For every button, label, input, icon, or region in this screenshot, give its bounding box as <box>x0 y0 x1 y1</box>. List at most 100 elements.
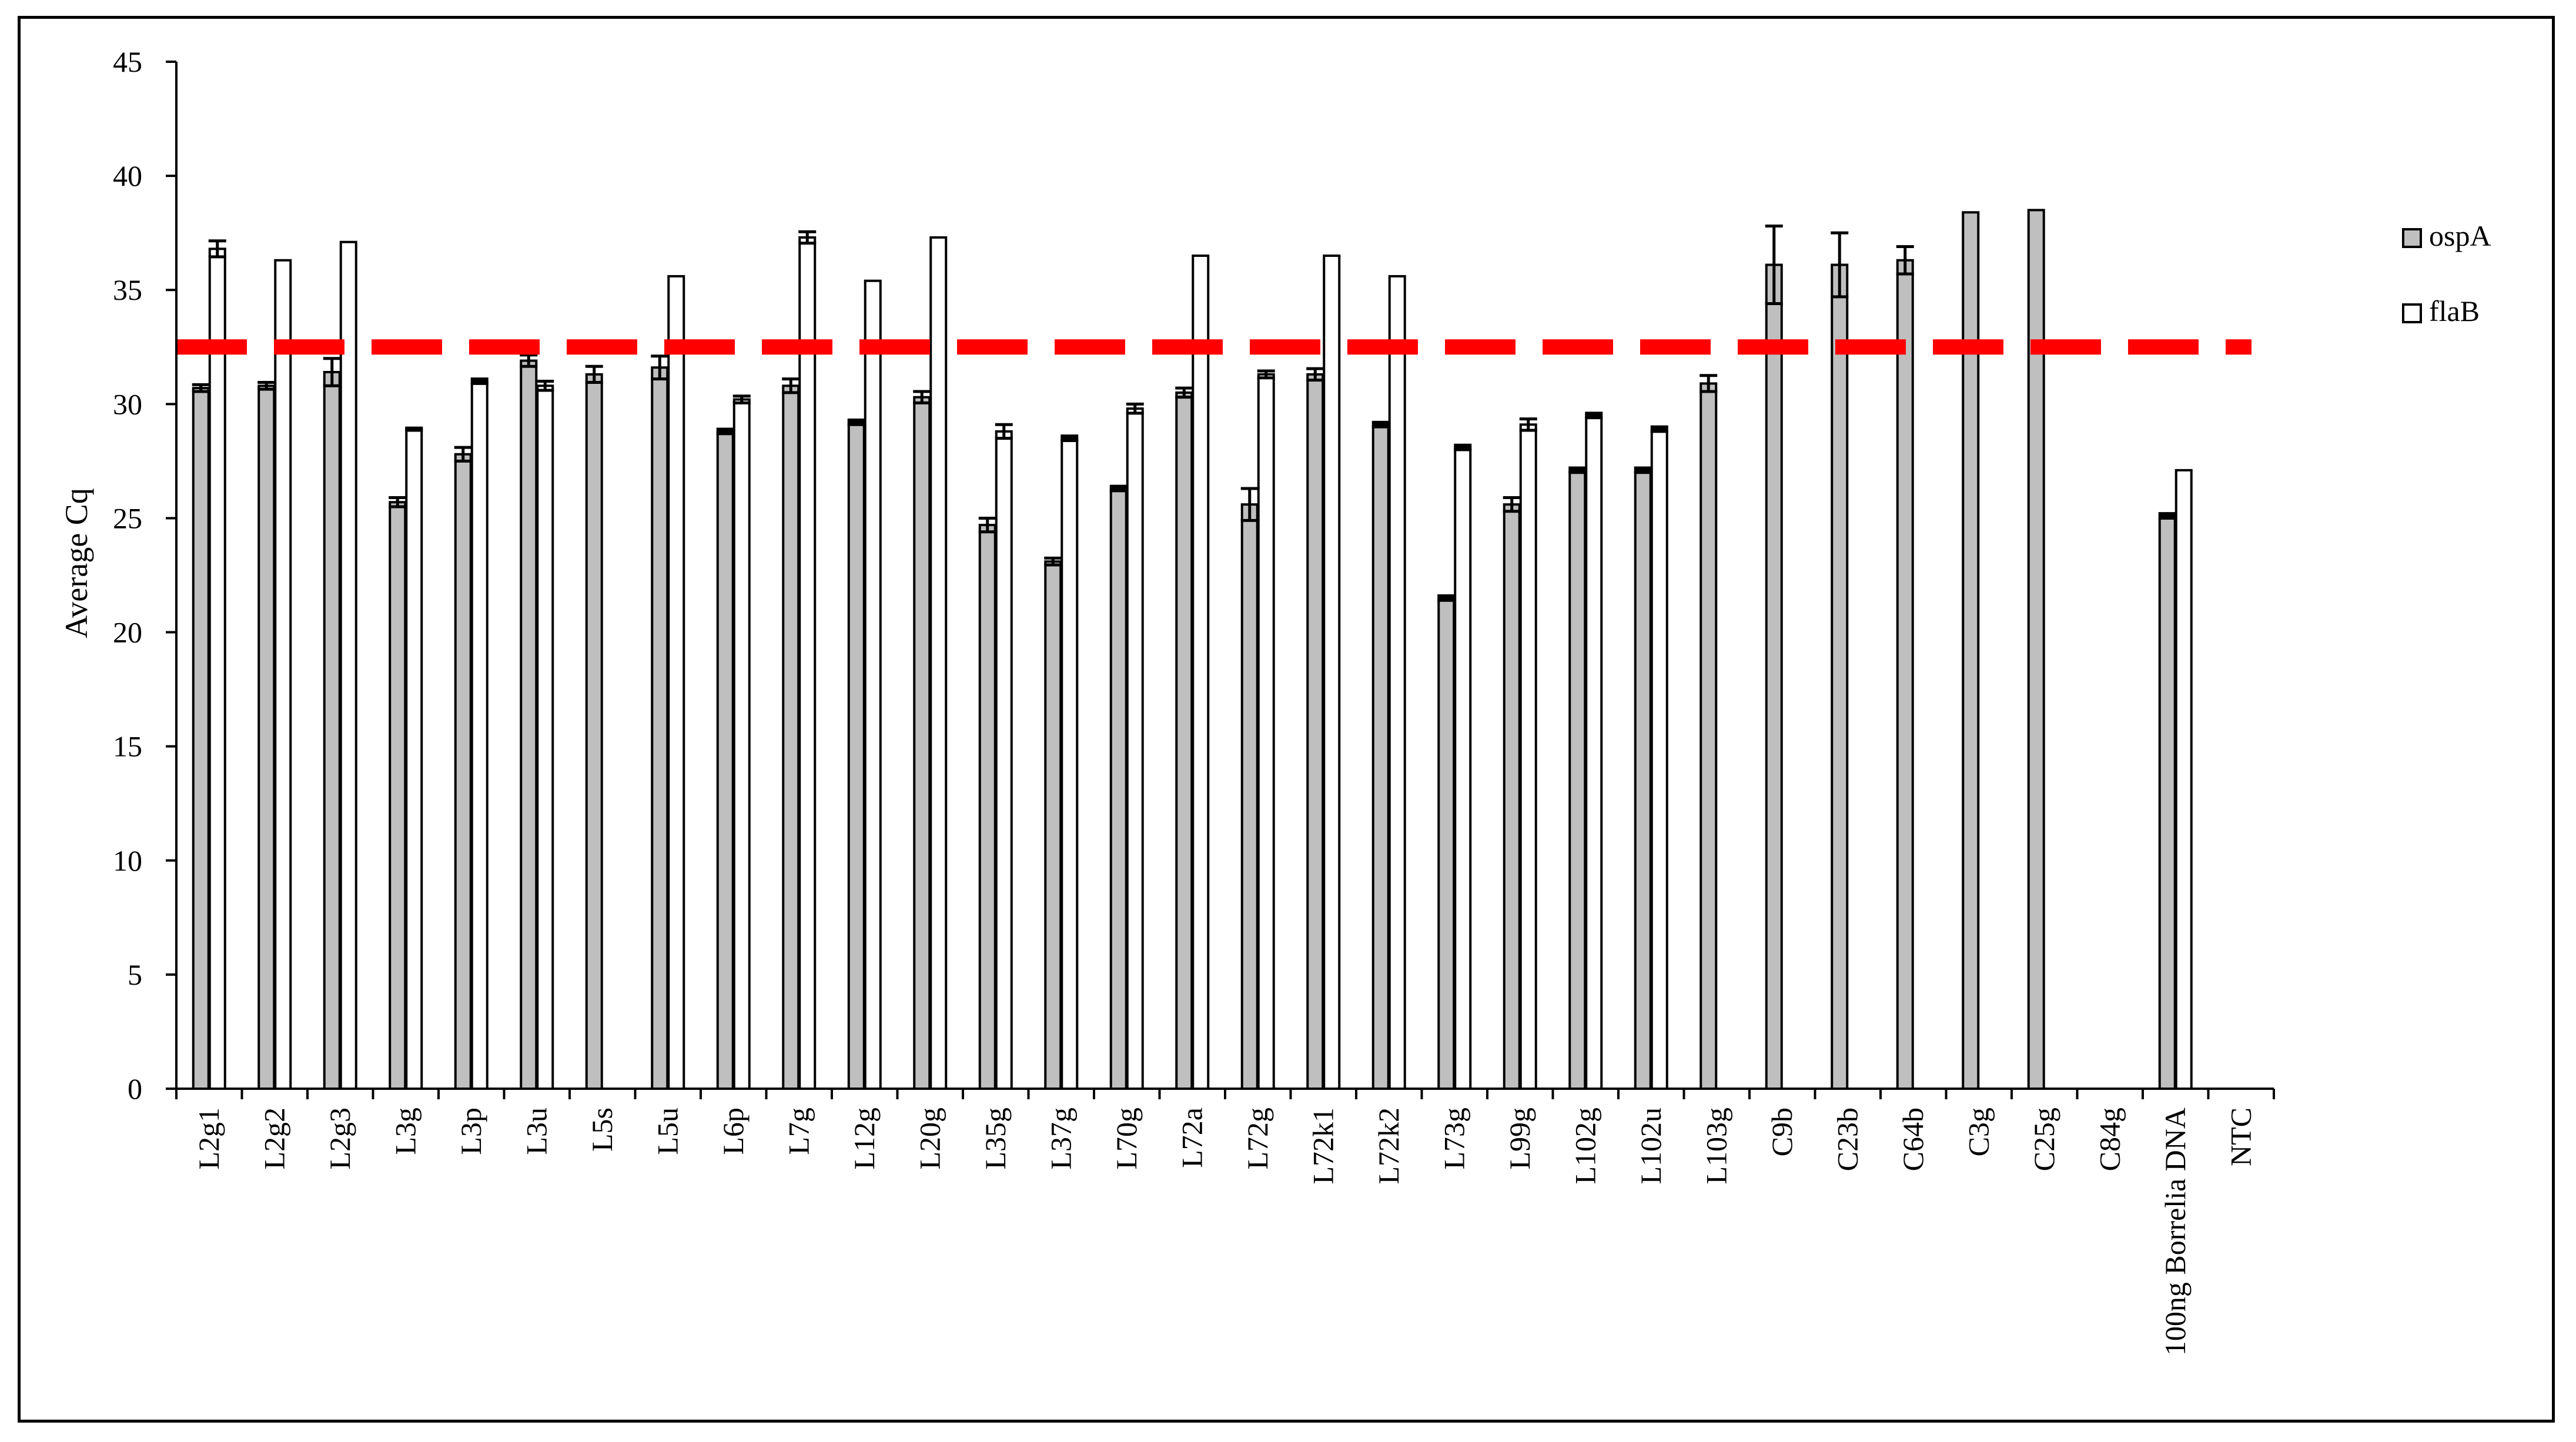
x-tick-label: L102g <box>1568 1108 1601 1185</box>
bar-flaB-L3u <box>536 384 554 1090</box>
bar-flaB-L7g <box>798 236 817 1090</box>
bar-ospA-L2g3 <box>323 370 341 1090</box>
error-bar-ospA-L102g <box>1568 466 1587 474</box>
legend-swatch <box>2402 228 2422 248</box>
bar-ospA-L12g <box>847 421 865 1090</box>
error-bar-ospA-L3g <box>389 496 407 508</box>
error-bar-ospA-L35g <box>978 516 996 534</box>
bar-ospA-L5s <box>585 373 603 1090</box>
bar-ospA-L72k2 <box>1371 423 1390 1090</box>
x-tick-label: L7g <box>782 1108 815 1155</box>
legend-swatch <box>2402 303 2422 323</box>
bar-ospA-L73g <box>1437 597 1456 1090</box>
x-tick-label: L102u <box>1634 1108 1667 1185</box>
x-tick-label: L5s <box>586 1108 618 1152</box>
legend-label: flaB <box>2429 295 2480 327</box>
error-bar-ospA-L2g3 <box>323 357 341 387</box>
bar-ospA-L102u <box>1634 469 1652 1090</box>
bar-ospA-C64b <box>1896 259 1914 1090</box>
legend-label: ospA <box>2429 219 2491 252</box>
x-tick-label: C64b <box>1896 1108 1929 1171</box>
bar-ospA-L5u <box>651 366 669 1090</box>
bar-flaB-L72k2 <box>1388 275 1406 1090</box>
error-bars-layer <box>192 225 2176 602</box>
x-tick-label: L37g <box>1044 1108 1077 1170</box>
bar-flaB-L5u <box>667 275 685 1090</box>
error-bar-flaB-L102g <box>1585 411 1603 420</box>
x-tick-label: C84g <box>2093 1108 2126 1171</box>
y-tick-label: 45 <box>113 45 142 78</box>
bar-ospA-L6p <box>716 430 734 1090</box>
x-tick-label: L72k2 <box>1372 1108 1405 1185</box>
error-bar-ospA-L37g <box>1044 556 1062 567</box>
y-tick-label: 30 <box>113 387 142 420</box>
x-tick-label: L2g2 <box>257 1108 290 1170</box>
y-tick-label: 10 <box>113 844 142 877</box>
error-bar-ospA-L2g1 <box>192 383 210 393</box>
bar-ospA-L70g <box>1109 487 1128 1090</box>
bar-ospA-L72g <box>1240 503 1259 1090</box>
x-tick-label: C9b <box>1765 1108 1798 1156</box>
y-axis-title: Average Cq <box>59 488 94 638</box>
error-bar-ospA-100ng-Borrelia-DNA <box>2158 512 2176 520</box>
bar-ospA-C23b <box>1831 263 1849 1090</box>
x-tick-labels: L2g1 L2g2 L2g3 L3g L3p L3u L5s L5u L6p L7g L12g L20… <box>192 1108 2257 1356</box>
legend: ospA flaB <box>2402 219 2491 327</box>
y-tick-label: 25 <box>113 501 142 534</box>
x-tick-label: C3g <box>1962 1108 1995 1156</box>
x-tick-label: L5u <box>651 1108 684 1155</box>
bar-flaB-L12g <box>864 279 882 1090</box>
bar-flaB-L70g <box>1126 407 1144 1090</box>
bar-ospA-C9b <box>1765 263 1783 1090</box>
x-tick-label: L3g <box>389 1108 421 1155</box>
bar-flaB-L73g <box>1454 446 1472 1090</box>
x-tick-label: L70g <box>1110 1108 1143 1170</box>
error-bar-ospA-C23b <box>1831 231 1849 299</box>
bar-ospA-C3g <box>1962 211 1980 1090</box>
error-bar-flaB-L70g <box>1126 402 1144 415</box>
error-bar-flaB-L3g <box>405 426 423 432</box>
bar-flaB-L72a <box>1192 254 1210 1090</box>
x-tick-label: NTC <box>2224 1108 2257 1166</box>
x-tick-label: L35g <box>979 1108 1012 1170</box>
error-bar-ospA-L3p <box>454 446 472 463</box>
error-bar-flaB-L37g <box>1060 434 1079 442</box>
bar-ospA-L102g <box>1568 469 1587 1090</box>
bar-flaB-L20g <box>929 236 948 1090</box>
bar-flaB-L102g <box>1585 414 1603 1090</box>
bar-flaB-L37g <box>1060 437 1079 1090</box>
bar-ospA-L103g <box>1700 382 1718 1090</box>
x-tick-label: L3u <box>520 1108 553 1155</box>
bar-ospA-L2g2 <box>257 384 276 1090</box>
x-tick-label: L73g <box>1437 1108 1470 1170</box>
error-bar-ospA-L5u <box>651 354 669 381</box>
x-tick-label: L99g <box>1503 1108 1536 1170</box>
y-tick-label: 15 <box>113 730 142 763</box>
error-bar-ospA-L99g <box>1503 496 1521 513</box>
bar-flaB-L2g3 <box>339 240 357 1090</box>
error-bar-ospA-L3u <box>520 353 538 368</box>
error-bar-ospA-L2g2 <box>257 380 276 391</box>
x-tick-label: C25g <box>2028 1108 2060 1171</box>
x-tick-label: L6p <box>717 1108 750 1155</box>
bar-flaB-L35g <box>995 430 1013 1090</box>
y-tick-label: 5 <box>128 958 142 991</box>
bar-ospA-L3g <box>389 501 407 1090</box>
bar-ospA-L99g <box>1503 503 1521 1090</box>
error-bar-flaB-L3u <box>536 380 554 392</box>
legend-item-flaB: flaB <box>2402 295 2480 327</box>
bar-ospA-L3p <box>454 453 472 1090</box>
bar-ospA-L72a <box>1175 391 1193 1090</box>
error-bar-ospA-L70g <box>1109 484 1128 493</box>
bar-ospA-L35g <box>978 524 996 1090</box>
bar-flaB-L3g <box>405 428 423 1090</box>
bar-ospA-L3u <box>520 359 538 1090</box>
bar-flaB-L3p <box>470 380 489 1090</box>
legend-item-ospA: ospA <box>2402 219 2491 252</box>
error-bar-flaB-L3p <box>470 377 489 385</box>
x-tick-label: L72g <box>1241 1108 1274 1170</box>
error-bar-flaB-L99g <box>1519 417 1537 432</box>
error-bar-ospA-L72a <box>1175 386 1193 399</box>
error-bar-flaB-L35g <box>995 423 1013 440</box>
